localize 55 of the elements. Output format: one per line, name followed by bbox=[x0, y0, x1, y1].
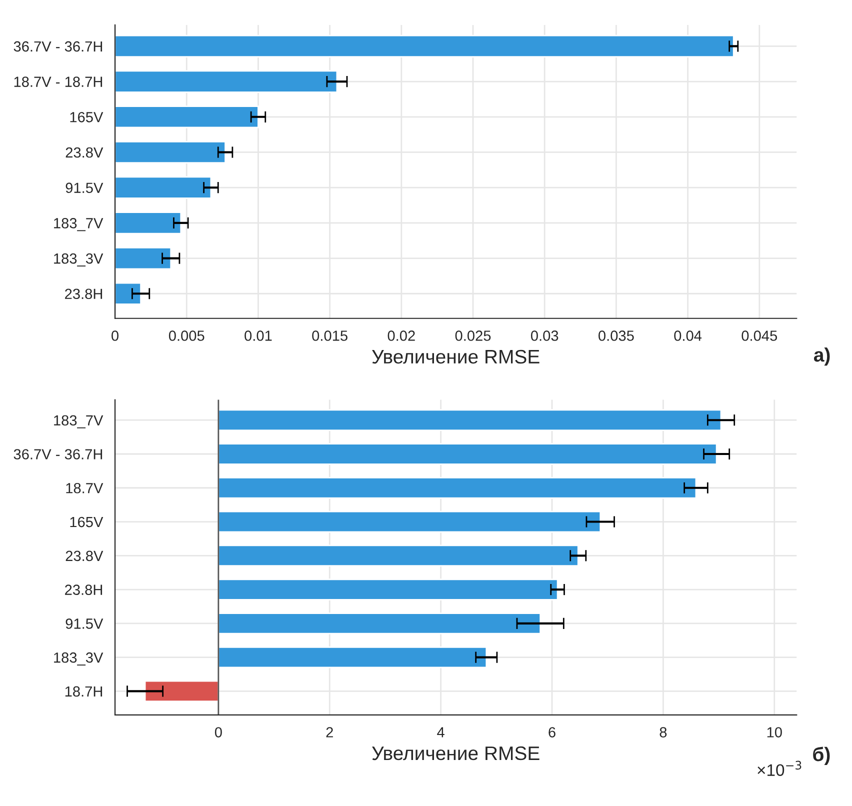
y-tick-label: 165V bbox=[70, 516, 104, 528]
y-tick-label: 165V bbox=[70, 112, 104, 122]
x-tick-label: 0 bbox=[214, 727, 222, 738]
x-tick-label: 0.04 bbox=[674, 330, 702, 341]
y-tick-label: 183_3V bbox=[54, 253, 104, 266]
bar bbox=[115, 70, 338, 93]
y-tick-label: 183_7V bbox=[54, 415, 104, 428]
y-tick-label: 18.7V bbox=[66, 482, 104, 494]
bar bbox=[218, 409, 722, 431]
bar bbox=[218, 443, 718, 465]
x-tick-label: 0 bbox=[112, 330, 119, 341]
bar bbox=[218, 510, 602, 533]
x-axis-title: Увеличение RMSE bbox=[372, 746, 540, 760]
x-tick-label: 6 bbox=[548, 727, 556, 738]
x-axis-title: Увеличение RMSE bbox=[372, 350, 540, 364]
bar bbox=[144, 680, 220, 702]
y-tick-label: 183_3V bbox=[54, 652, 104, 666]
bar bbox=[115, 246, 172, 270]
bar bbox=[115, 212, 182, 234]
bar bbox=[115, 176, 212, 199]
x-tick-label: 0.005 bbox=[168, 330, 204, 341]
x-tick-label: 0.025 bbox=[455, 330, 491, 341]
y-tick-label: 36.7V - 36.7H bbox=[14, 449, 102, 460]
bar bbox=[115, 282, 142, 305]
bar bbox=[218, 477, 697, 499]
bar bbox=[218, 544, 579, 567]
x-tick-label: 0.045 bbox=[742, 330, 778, 341]
x-tick-label: 0.035 bbox=[598, 330, 634, 341]
y-tick-label: 36.7V - 36.7H bbox=[14, 41, 102, 52]
y-tick-label: 18.7H bbox=[65, 686, 102, 697]
x-tick-label: 0.015 bbox=[312, 330, 348, 341]
bar bbox=[218, 646, 488, 668]
x-tick-label: 0.02 bbox=[388, 330, 415, 341]
y-tick-label: 183_7V bbox=[54, 218, 104, 232]
x-tick-label: 10 bbox=[767, 727, 782, 738]
y-tick-label: 23.8V bbox=[66, 550, 104, 562]
text: б) bbox=[813, 746, 830, 766]
x-tick-label: 2 bbox=[326, 727, 333, 738]
x-tick-label: 0.03 bbox=[530, 330, 558, 341]
y-tick-label: 91.5V bbox=[66, 182, 104, 194]
bar bbox=[115, 140, 226, 164]
bar bbox=[115, 106, 259, 128]
y-tick-label: 18.7V - 18.7H bbox=[14, 76, 102, 87]
text: а) bbox=[814, 347, 830, 366]
x-tick-label: 8 bbox=[660, 727, 667, 738]
x-tick-label: 4 bbox=[437, 727, 444, 738]
text: ×10$^{−3}$ bbox=[758, 760, 802, 776]
bar bbox=[218, 612, 542, 634]
y-tick-label: 23.8H bbox=[65, 584, 102, 595]
x-tick-label: 0.01 bbox=[244, 330, 272, 341]
bar bbox=[115, 34, 734, 58]
y-tick-label: 23.8H bbox=[65, 288, 102, 300]
bar bbox=[218, 578, 558, 600]
y-tick-label: 91.5V bbox=[66, 618, 104, 629]
y-tick-label: 23.8V bbox=[66, 147, 104, 158]
